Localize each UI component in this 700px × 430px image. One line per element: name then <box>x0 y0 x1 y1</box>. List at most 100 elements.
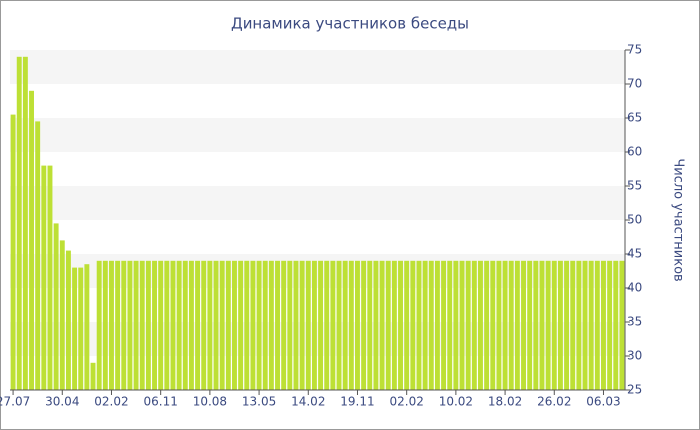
bar <box>434 260 440 390</box>
y-tick-label: 45 <box>627 247 642 261</box>
bar <box>201 260 207 390</box>
bar <box>256 260 262 390</box>
bar <box>508 260 514 390</box>
bar <box>127 260 133 390</box>
bar <box>533 260 539 390</box>
bar <box>441 260 447 390</box>
x-tick-label: 02.02 <box>389 395 423 409</box>
bar <box>465 260 471 390</box>
bar <box>47 165 53 390</box>
bar <box>502 260 508 390</box>
bar <box>385 260 391 390</box>
bar <box>453 260 459 390</box>
bar <box>514 260 520 390</box>
bar <box>96 260 102 390</box>
bar <box>564 260 570 390</box>
bar <box>281 260 287 390</box>
bar <box>29 90 34 391</box>
x-tick-label: 27.07 <box>0 395 30 409</box>
bar <box>115 260 121 390</box>
bar <box>557 260 563 390</box>
y-tick-label: 60 <box>627 145 642 159</box>
bar <box>551 260 557 390</box>
x-tick-label: 13.05 <box>242 395 276 409</box>
bar <box>398 260 403 390</box>
grid-band <box>10 186 625 220</box>
x-tick-label: 02.02 <box>94 395 128 409</box>
x-tick-label: 18.02 <box>488 395 522 409</box>
y-axis-label: Число участников <box>671 158 686 281</box>
bar <box>275 260 280 390</box>
bar <box>570 260 576 390</box>
bar <box>16 56 22 391</box>
bar <box>311 260 317 390</box>
y-tick-label: 75 <box>627 43 642 57</box>
bar <box>355 260 360 390</box>
bar <box>213 260 219 390</box>
bar <box>121 260 127 390</box>
bar <box>379 260 385 390</box>
bar <box>361 260 367 390</box>
x-tick-label: 06.03 <box>586 395 620 409</box>
bar <box>244 260 250 390</box>
bar <box>133 260 139 390</box>
y-tick-label: 55 <box>627 179 642 193</box>
bar <box>428 260 434 390</box>
chart-title: Динамика участников беседы <box>231 15 469 33</box>
bar <box>102 260 108 390</box>
bar <box>139 260 145 390</box>
bar <box>207 260 213 390</box>
bar <box>10 114 16 390</box>
bar <box>65 250 71 390</box>
y-tick-label: 65 <box>627 111 642 125</box>
bar <box>232 260 237 390</box>
bar <box>348 260 354 390</box>
bar <box>601 260 606 390</box>
bar <box>521 260 526 390</box>
bar <box>262 260 268 390</box>
grid-band <box>10 118 625 152</box>
bar <box>145 260 151 390</box>
bar <box>59 240 65 390</box>
bar <box>164 260 170 390</box>
bar <box>109 260 114 390</box>
bar <box>613 260 619 390</box>
bar <box>484 260 490 390</box>
y-tick-label: 35 <box>627 315 642 329</box>
bar <box>490 260 496 390</box>
bar <box>471 260 477 390</box>
bar <box>188 260 194 390</box>
bar <box>342 260 348 390</box>
bar <box>53 223 59 390</box>
bar <box>293 260 299 390</box>
x-tick-label: 10.08 <box>193 395 227 409</box>
bar <box>170 260 176 390</box>
y-tick-label: 40 <box>627 281 642 295</box>
bar <box>619 260 625 390</box>
grid-band <box>10 254 625 288</box>
bar <box>336 260 342 390</box>
bar <box>219 260 225 390</box>
x-tick-label: 19.11 <box>340 395 374 409</box>
bar <box>588 260 594 390</box>
bar <box>539 260 545 390</box>
y-tick-label: 50 <box>627 213 642 227</box>
bar <box>238 260 244 390</box>
bar <box>391 260 397 390</box>
bar <box>416 260 422 390</box>
bar <box>299 260 305 390</box>
bar <box>158 260 164 390</box>
x-tick-label: 10.02 <box>439 395 473 409</box>
bar <box>182 260 188 390</box>
x-tick-label: 26.02 <box>537 395 571 409</box>
bar <box>35 121 41 391</box>
bar <box>576 260 582 390</box>
bar <box>410 260 416 390</box>
y-tick-label: 70 <box>627 77 642 91</box>
bar <box>594 260 600 390</box>
y-tick-label: 30 <box>627 349 642 363</box>
grid-band <box>10 322 625 356</box>
bar <box>305 260 311 390</box>
grid-band <box>10 50 625 84</box>
